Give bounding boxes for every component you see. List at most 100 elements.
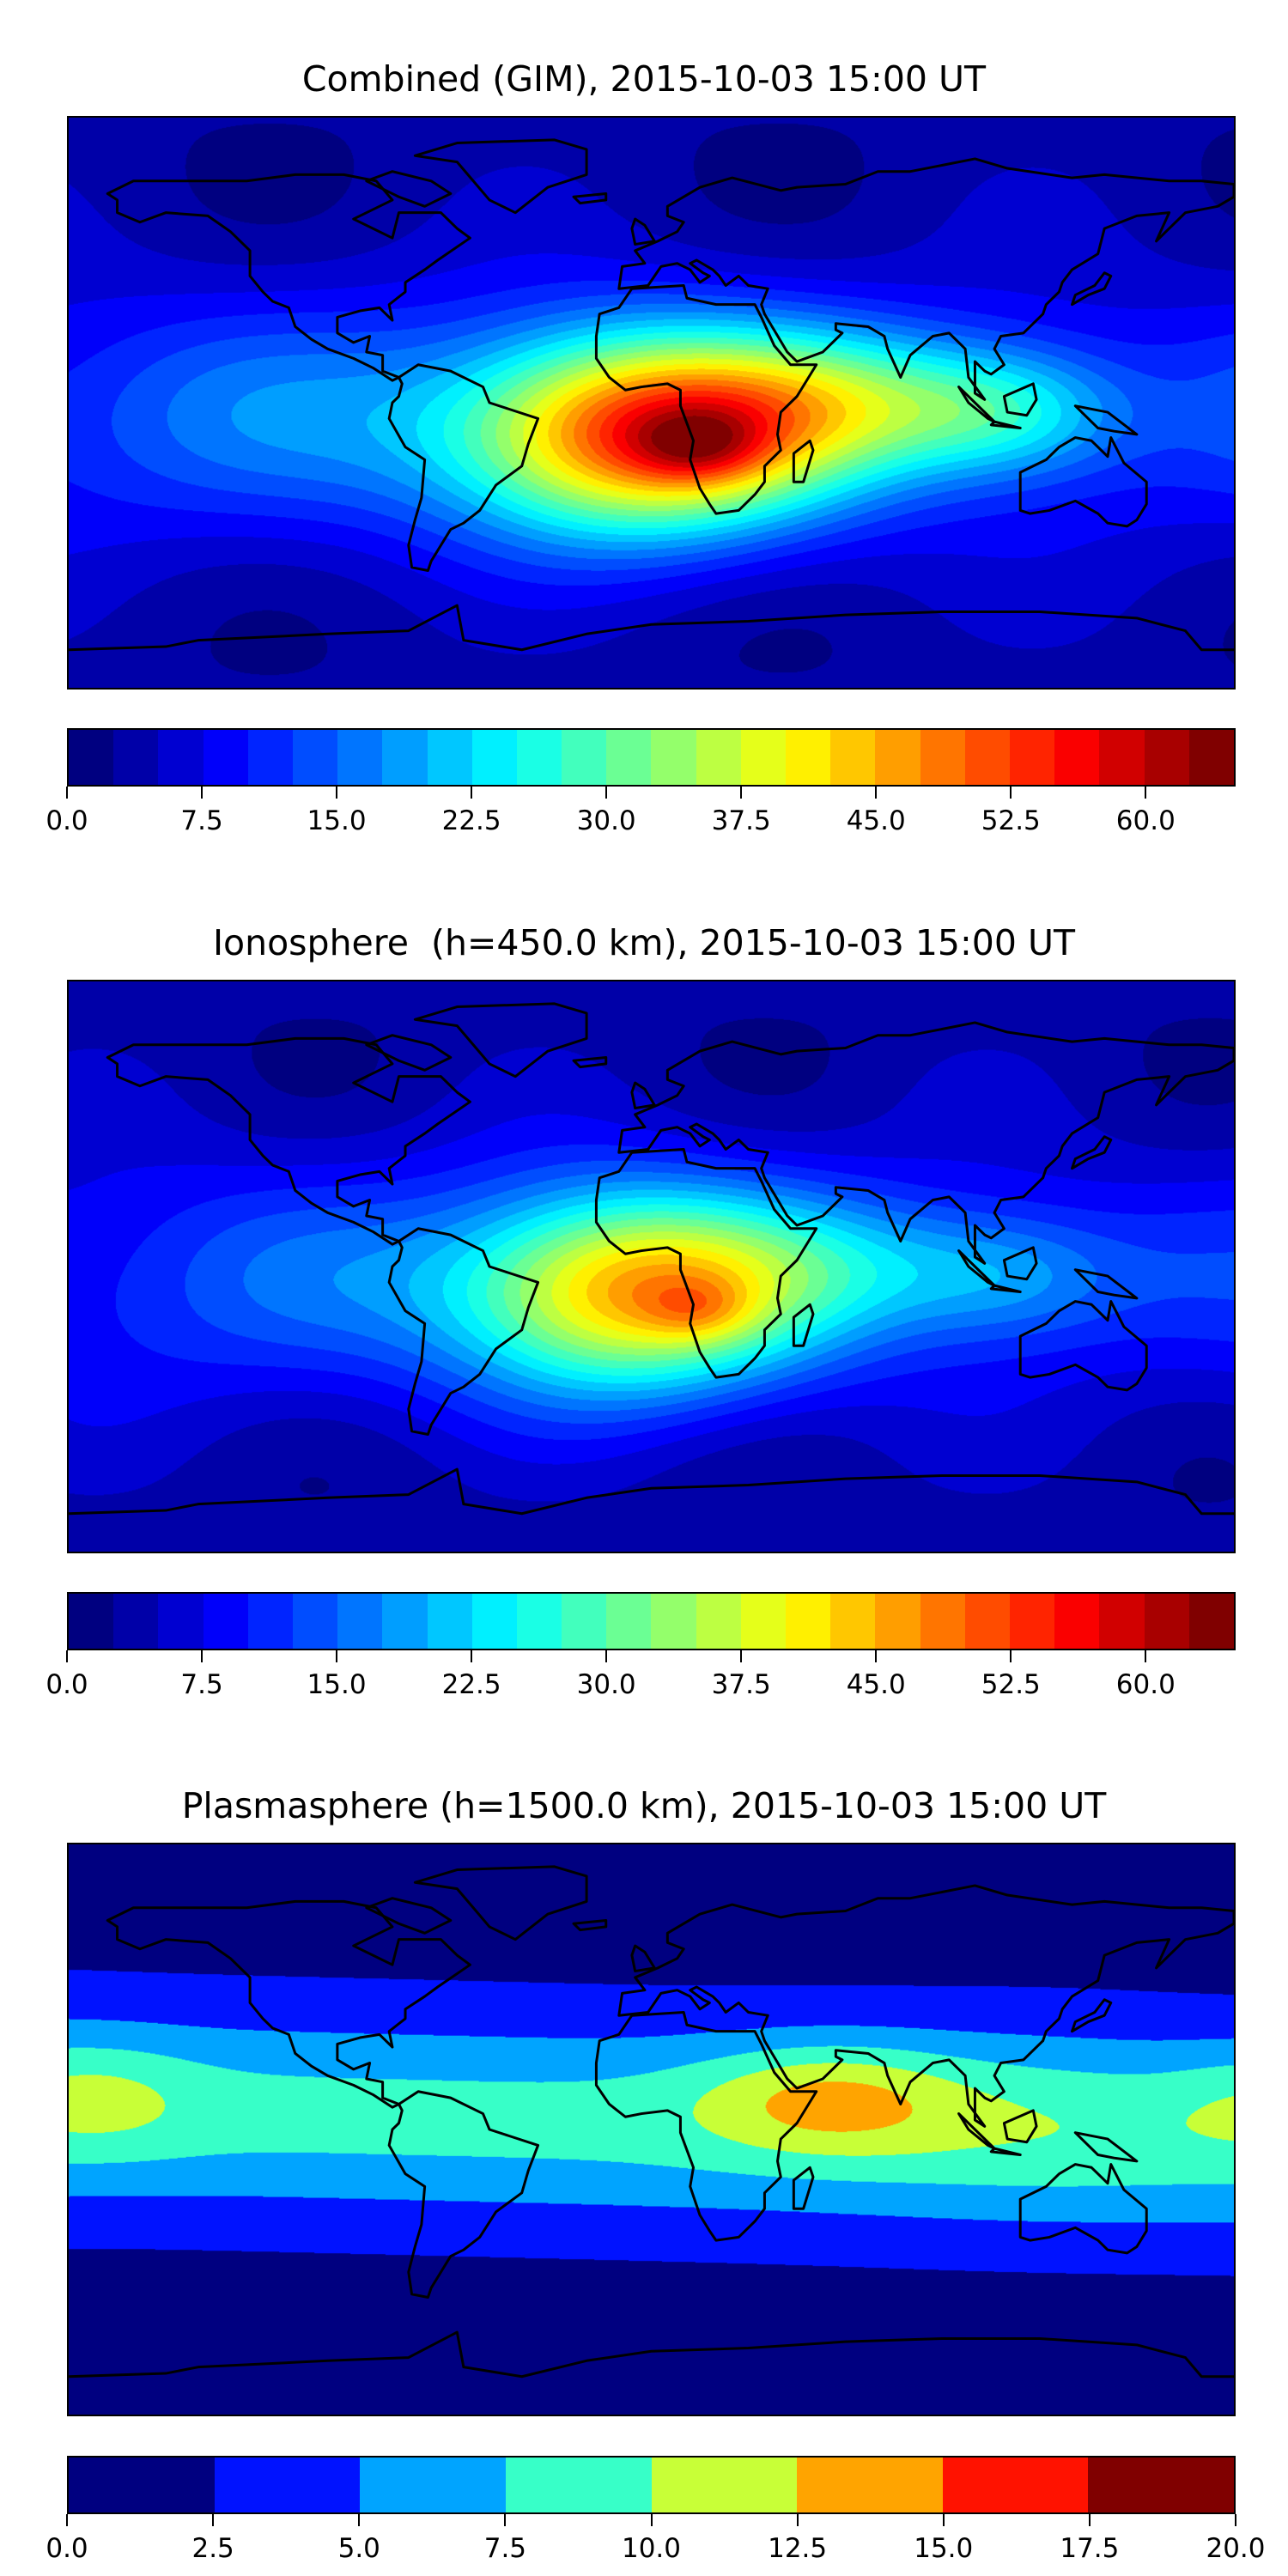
coastline-japan: [1072, 2000, 1111, 2032]
coastlines: [69, 118, 1234, 688]
coastline-baffin-island: [367, 172, 451, 207]
colorbar-level-20: [964, 730, 1010, 785]
coastline-antarctica: [69, 1469, 1234, 1514]
colorbar-level-16: [786, 1594, 831, 1649]
colorbar-tick: [796, 2514, 799, 2526]
colorbar-tick-label: 0.0: [46, 2533, 88, 2564]
colorbar-ticks-combined: 0.0 7.5 15.0 22.5 30.0 37.5 45.0 52.5 60.0: [46, 787, 1236, 838]
colorbar-level-1: [214, 2458, 361, 2512]
colorbar-tick: [201, 787, 204, 799]
colorbar-tick: [1010, 787, 1012, 799]
coastline-borneo: [1004, 2111, 1036, 2142]
colorbar-tick-label: 17.5: [1060, 2533, 1120, 2564]
colorbar-tick-label: 2.5: [191, 2533, 234, 2564]
colorbar-level-19: [920, 730, 965, 785]
coastline-great-britain: [632, 219, 654, 245]
colorbar-tick-label: 22.5: [441, 805, 501, 836]
coastline-japan: [1072, 1137, 1111, 1169]
colorbar-level-22: [1054, 1594, 1100, 1649]
colorbar-level-21: [1009, 730, 1055, 785]
colorbar-level-20: [964, 1594, 1010, 1649]
colorbar-combined: [67, 728, 1236, 787]
colorbar-level-22: [1054, 730, 1100, 785]
map-ionosphere: [67, 980, 1236, 1553]
coastline-antarctica: [69, 2332, 1234, 2377]
colorbar-level-4: [247, 1594, 293, 1649]
colorbar-level-13: [651, 730, 696, 785]
colorbar-level-24: [1144, 1594, 1189, 1649]
tec-field-plasmasphere: [69, 1844, 1234, 2415]
coastline-iceland: [574, 1058, 606, 1067]
colorbar-tick: [650, 2514, 653, 2526]
colorbar-tick-label: 45.0: [846, 805, 906, 836]
colorbar-tick: [504, 2514, 507, 2526]
colorbar-level-4: [651, 2458, 798, 2512]
colorbar-level-6: [337, 730, 383, 785]
colorbar-tick: [336, 787, 338, 799]
coastline-madagascar: [793, 2167, 813, 2208]
colorbar-level-6: [337, 1594, 383, 1649]
colorbar-tick-label: 45.0: [846, 1669, 906, 1700]
colorbar-level-25: [1188, 1594, 1234, 1649]
coastline-sumatra: [959, 1251, 994, 1286]
colorbar-level-7: [382, 730, 428, 785]
colorbar-tick-label: 60.0: [1115, 805, 1176, 836]
coastline-greenland: [415, 140, 586, 213]
coastline-greenland: [415, 1867, 586, 1940]
colorbar-tick-label: 0.0: [46, 805, 88, 836]
colorbar-tick-label: 10.0: [621, 2533, 682, 2564]
colorbar-tick: [212, 2514, 215, 2526]
colorbar-ticks-plasmasphere: 0.0 2.5 5.0 7.5 10.0 12.5 15.0 17.5 20.0: [46, 2514, 1266, 2566]
coastline-north-america: [107, 1901, 470, 2107]
colorbar-level-17: [830, 730, 876, 785]
tec-field-combined: [69, 118, 1234, 688]
colorbar-level-3: [505, 2458, 652, 2512]
colorbar-tick: [875, 787, 878, 799]
coastline-iceland: [574, 1921, 606, 1930]
colorbar-tick: [1145, 787, 1147, 799]
coastline-new-guinea: [1075, 2133, 1137, 2161]
colorbar-level-18: [875, 1594, 920, 1649]
coastline-eurasia: [619, 159, 1234, 399]
colorbar-tick: [66, 2514, 68, 2526]
colorbar-tick: [1088, 2514, 1091, 2526]
colorbar-tick-label: 20.0: [1206, 2533, 1266, 2564]
coastline-new-guinea: [1075, 1270, 1137, 1298]
coastlines: [69, 981, 1234, 1552]
coastlines: [69, 1844, 1234, 2415]
colorbar-tick-label: 7.5: [180, 805, 223, 836]
colorbar-tick: [201, 1650, 204, 1662]
colorbar-level-17: [830, 1594, 876, 1649]
coastline-antarctica: [69, 605, 1234, 650]
colorbar-level-5: [797, 2458, 943, 2512]
coastline-borneo: [1004, 384, 1036, 416]
coastline-africa: [596, 286, 816, 514]
colorbar-plasmasphere: [67, 2456, 1236, 2514]
colorbar-level-1: [113, 1594, 159, 1649]
colorbar-tick-label: 52.5: [981, 1669, 1041, 1700]
colorbar-level-0: [69, 2458, 215, 2512]
colorbar-ticks-ionosphere: 0.0 7.5 15.0 22.5 30.0 37.5 45.0 52.5 60.0: [46, 1650, 1236, 1702]
coastline-north-america: [107, 1038, 470, 1244]
coastline-africa: [596, 2013, 816, 2241]
colorbar-level-18: [875, 730, 920, 785]
colorbar-tick-label: 15.0: [307, 1669, 367, 1700]
colorbar-level-2: [158, 730, 204, 785]
coastline-africa: [596, 1150, 816, 1378]
coastline-sumatra: [959, 387, 994, 422]
colorbar-tick-label: 30.0: [576, 1669, 636, 1700]
coastline-south-america: [389, 2092, 538, 2298]
colorbar-level-25: [1188, 730, 1234, 785]
coastline-south-america: [389, 1229, 538, 1435]
coastline-iceland: [574, 194, 606, 204]
title-combined: Combined (GIM), 2015-10-03 15:00 UT: [301, 58, 987, 100]
colorbar-level-0: [69, 730, 114, 785]
colorbar-tick-label: 37.5: [711, 1669, 771, 1700]
colorbar-level-16: [786, 730, 831, 785]
coastline-great-britain: [632, 1946, 654, 1971]
coastline-australia: [1020, 2165, 1146, 2253]
coastline-south-america: [389, 365, 538, 571]
colorbar-tick-label: 52.5: [981, 805, 1041, 836]
colorbar-tick-label: 37.5: [711, 805, 771, 836]
coastline-greenland: [415, 1004, 586, 1077]
